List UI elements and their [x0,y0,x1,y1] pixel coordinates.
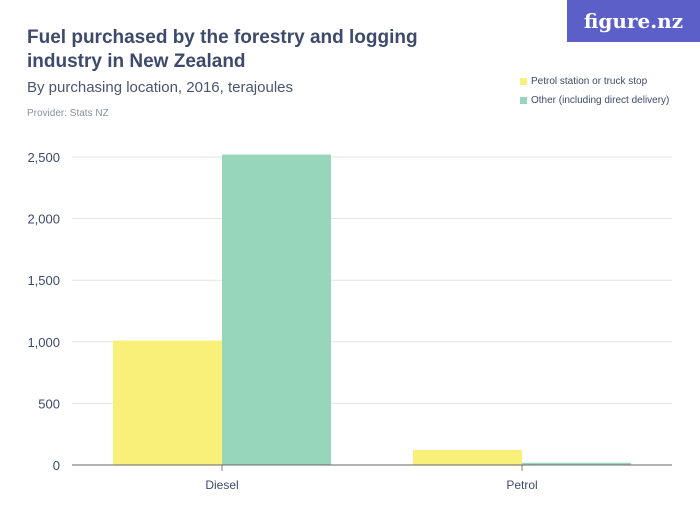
y-tick-label: 2,500 [27,150,60,165]
chart-title: Fuel purchased by the forestry and loggi… [27,27,418,72]
y-tick-label: 2,000 [27,212,60,227]
x-tick-label: Petrol [506,478,537,492]
x-tick-label: Diesel [205,478,238,492]
legend-label: Other (including direct delivery) [531,95,670,106]
legend-label: Petrol station or truck stop [531,76,648,87]
legend-item: Petrol station or truck stop [520,76,669,87]
chart-subtitle: By purchasing location, 2016, terajoules [27,79,294,96]
legend-swatch [520,78,527,85]
bar-petrol-0 [413,449,522,465]
y-tick-label: 0 [53,458,60,473]
figure-nz-logo[interactable]: figure.nz [567,0,700,42]
provider: Provider: Stats NZ [27,108,109,119]
legend-swatch [520,97,527,104]
legend: Petrol station or truck stop Other (incl… [520,76,669,114]
y-tick-label: 1,000 [27,335,60,350]
legend-item: Other (including direct delivery) [520,95,669,106]
y-tick-label: 1,500 [27,273,60,288]
bar-petrol-1 [522,462,631,465]
bar-diesel-0 [113,340,222,465]
bar-diesel-1 [222,154,331,465]
y-tick-label: 500 [38,396,60,411]
